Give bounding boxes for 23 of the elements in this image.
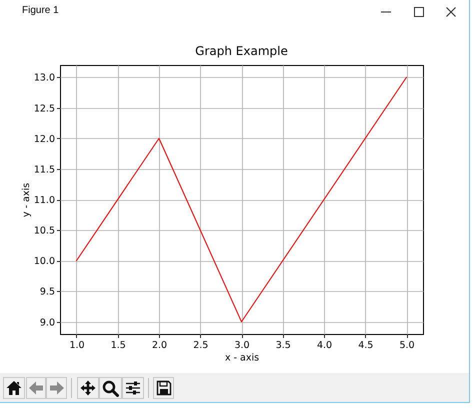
- y-tick-label: 13.0: [34, 72, 55, 84]
- y-tick-label: 11.5: [34, 164, 55, 176]
- caption: Figure 1: [22, 5, 59, 16]
- y-tick-label: 10.0: [34, 256, 55, 268]
- x-tick-label: 4.5: [358, 340, 374, 351]
- y-tick-label: 12.5: [34, 103, 55, 114]
- x-tick-label: 5.0: [399, 340, 415, 351]
- y-tick-label: 12.0: [34, 134, 55, 145]
- x-tick-label: 2.5: [193, 340, 208, 351]
- x-tick-label: 3.0: [234, 340, 250, 351]
- x-tick-label: 3.5: [276, 340, 291, 351]
- chart-title: Graph Example: [195, 44, 288, 58]
- y-tick-label: 9.0: [40, 317, 55, 328]
- x-tick-label: 2.0: [152, 340, 168, 351]
- y-axis-title: y - axis: [20, 182, 32, 218]
- y-tick-label: 10.5: [34, 226, 55, 237]
- x-axis-title: x - axis: [224, 352, 260, 364]
- x-tick-label: 1.5: [110, 340, 126, 351]
- y-tick-label: 11.0: [34, 195, 55, 206]
- x-tick-label: 4.0: [316, 340, 332, 351]
- x-tick-label: 1.0: [69, 340, 85, 351]
- y-tick-label: 9.5: [40, 286, 55, 298]
- line-series: [76, 76, 407, 322]
